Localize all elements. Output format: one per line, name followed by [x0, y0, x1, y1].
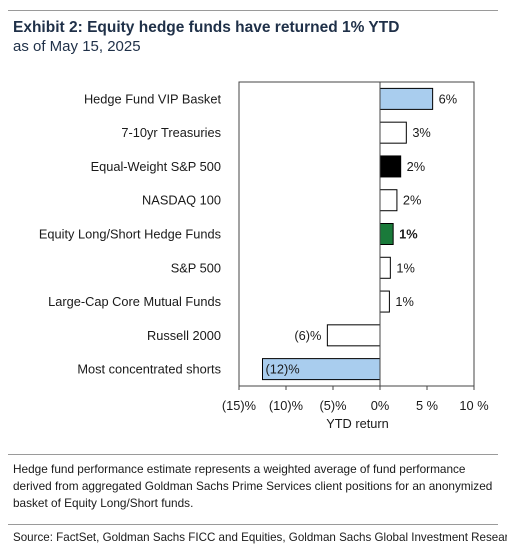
- data-label: (6)%: [294, 328, 321, 343]
- source-line: Source: FactSet, Goldman Sachs FICC and …: [13, 531, 507, 544]
- bar: [379, 189, 398, 212]
- x-tick-label: (10)%: [269, 398, 303, 413]
- data-label: 1%: [395, 294, 414, 309]
- category-label: 7-10yr Treasuries: [121, 125, 221, 140]
- category-label: Equity Long/Short Hedge Funds: [39, 227, 221, 242]
- data-label: 3%: [412, 125, 431, 140]
- chart-title: Exhibit 2: Equity hedge funds have retur…: [13, 19, 400, 36]
- data-label: 1%: [396, 260, 415, 275]
- bar: [379, 256, 391, 279]
- x-tick-label: 5 %: [416, 398, 438, 413]
- category-label: Equal-Weight S&P 500: [91, 159, 221, 174]
- category-label: S&P 500: [171, 260, 221, 275]
- data-label: 6%: [439, 91, 458, 106]
- x-tick-label: (15)%: [222, 398, 256, 413]
- category-label: NASDAQ 100: [142, 193, 221, 208]
- x-tick-label: 0%: [371, 398, 390, 413]
- note-divider: [8, 454, 498, 455]
- source-divider: [8, 524, 498, 525]
- x-tick-label: 10 %: [459, 398, 488, 413]
- category-label: Large-Cap Core Mutual Funds: [48, 294, 221, 309]
- x-axis-label: YTD return: [326, 416, 389, 431]
- chart-subtitle: as of May 15, 2025: [13, 38, 141, 55]
- category-label: Most concentrated shorts: [77, 362, 221, 377]
- bar: [379, 155, 402, 178]
- data-label: 2%: [407, 159, 426, 174]
- x-tick-label: (5)%: [319, 398, 346, 413]
- bar: [379, 121, 407, 144]
- footnote: Hedge fund performance estimate represen…: [13, 462, 493, 510]
- category-label: Hedge Fund VIP Basket: [84, 91, 222, 106]
- plot-frame: [238, 81, 475, 387]
- category-label: Russell 2000: [147, 328, 221, 343]
- data-label: (12)%: [266, 362, 300, 377]
- bar: [379, 223, 394, 245]
- top-divider: [8, 10, 498, 11]
- data-label: 2%: [403, 193, 422, 208]
- bar: [379, 87, 434, 110]
- data-label: 1%: [399, 227, 418, 242]
- bar: [326, 324, 381, 347]
- bar: [379, 290, 390, 313]
- bar-chart: Hedge Fund VIP Basket 6% 7-10yr Treasuries…: [39, 81, 489, 431]
